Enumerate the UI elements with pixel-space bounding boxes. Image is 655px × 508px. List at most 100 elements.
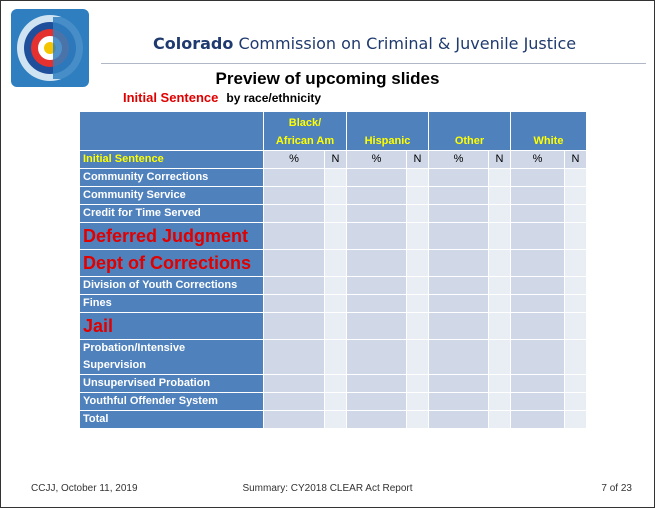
footer-right: 7 of 23 — [601, 483, 632, 494]
data-cell — [346, 186, 407, 205]
data-cell — [346, 410, 407, 429]
data-cell — [324, 392, 347, 411]
data-cell — [263, 276, 325, 295]
data-cell — [428, 312, 489, 340]
data-cell — [428, 186, 489, 205]
row-header: Initial Sentence — [79, 150, 264, 169]
sub-header: N — [406, 150, 429, 169]
data-cell — [324, 312, 347, 340]
data-cell — [324, 204, 347, 223]
data-cell — [346, 339, 407, 375]
header-corner — [79, 111, 264, 151]
data-cell — [488, 186, 511, 205]
data-cell — [406, 374, 429, 393]
logo — [11, 9, 89, 87]
data-cell — [488, 222, 511, 250]
data-cell — [263, 339, 325, 375]
data-cell — [263, 168, 325, 187]
data-cell — [324, 294, 347, 313]
row-label: Division of Youth Corrections — [79, 276, 264, 295]
data-cell — [428, 339, 489, 375]
data-cell — [346, 294, 407, 313]
data-cell — [564, 249, 587, 277]
sub-header: N — [324, 150, 347, 169]
row-label: Credit for Time Served — [79, 204, 264, 223]
group-header: Hispanic — [346, 111, 429, 151]
data-cell — [488, 204, 511, 223]
sentence-table: Black/ African Am Hispanic Other White Initi… — [79, 111, 587, 429]
data-cell — [324, 222, 347, 250]
row-label: Total — [79, 410, 264, 429]
data-cell — [263, 392, 325, 411]
data-cell — [263, 204, 325, 223]
data-cell — [406, 294, 429, 313]
data-cell — [428, 222, 489, 250]
data-cell — [346, 168, 407, 187]
data-cell — [564, 222, 587, 250]
data-cell — [346, 392, 407, 411]
data-cell — [428, 168, 489, 187]
sub-header: % — [428, 150, 489, 169]
data-cell — [510, 222, 565, 250]
data-cell — [488, 312, 511, 340]
data-cell — [564, 186, 587, 205]
subtitle: Initial Sentence by race/ethnicity — [123, 90, 322, 105]
row-label: Fines — [79, 294, 264, 313]
data-cell — [488, 168, 511, 187]
row-label: Deferred Judgment — [79, 222, 264, 250]
data-cell — [510, 339, 565, 375]
footer-left: CCJJ, October 11, 2019 — [31, 483, 138, 494]
data-cell — [406, 186, 429, 205]
data-cell — [406, 276, 429, 295]
footer-center: Summary: CY2018 CLEAR Act Report — [242, 483, 413, 494]
data-cell — [564, 392, 587, 411]
data-cell — [324, 168, 347, 187]
data-cell — [428, 374, 489, 393]
group-header: White — [510, 111, 587, 151]
data-cell — [488, 374, 511, 393]
row-label: Jail — [79, 312, 264, 340]
data-cell — [488, 410, 511, 429]
data-cell — [428, 276, 489, 295]
data-cell — [428, 249, 489, 277]
data-cell — [488, 339, 511, 375]
data-cell — [510, 374, 565, 393]
sub-header: N — [488, 150, 511, 169]
data-cell — [406, 249, 429, 277]
data-cell — [510, 168, 565, 187]
data-cell — [346, 312, 407, 340]
row-label: Unsupervised Probation — [79, 374, 264, 393]
data-cell — [510, 312, 565, 340]
data-cell — [428, 204, 489, 223]
data-cell — [564, 294, 587, 313]
data-cell — [346, 249, 407, 277]
sub-header: N — [564, 150, 587, 169]
data-cell — [406, 204, 429, 223]
data-cell — [324, 410, 347, 429]
data-cell — [406, 312, 429, 340]
data-cell — [564, 312, 587, 340]
data-cell — [564, 339, 587, 375]
data-cell — [406, 339, 429, 375]
data-cell — [510, 186, 565, 205]
data-cell — [324, 339, 347, 375]
data-cell — [324, 186, 347, 205]
sub-header: % — [510, 150, 565, 169]
data-cell — [428, 294, 489, 313]
data-cell — [510, 410, 565, 429]
data-cell — [406, 168, 429, 187]
header-rule — [101, 63, 646, 64]
sub-header: % — [346, 150, 407, 169]
data-cell — [346, 276, 407, 295]
row-label: Community Corrections — [79, 168, 264, 187]
data-cell — [564, 276, 587, 295]
data-cell — [324, 276, 347, 295]
sub-header: % — [263, 150, 325, 169]
group-header: Other — [428, 111, 511, 151]
data-cell — [564, 204, 587, 223]
data-cell — [346, 374, 407, 393]
data-cell — [428, 410, 489, 429]
data-cell — [488, 276, 511, 295]
data-cell — [488, 392, 511, 411]
